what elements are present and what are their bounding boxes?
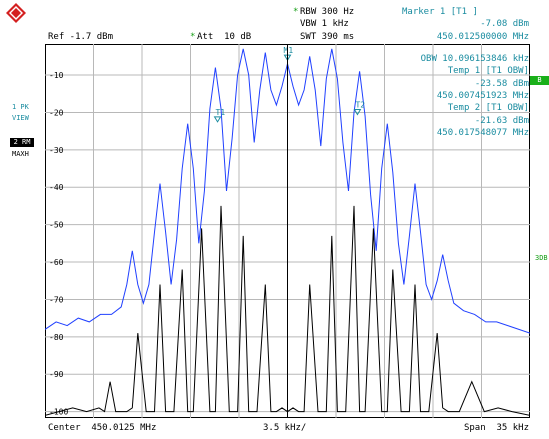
temp2-title: Temp 2 [T1 OBW]: [447, 103, 529, 113]
span-per-div: 3.5 kHz/: [263, 423, 307, 433]
marker-label: M1: [284, 46, 294, 55]
marker-t2: [353, 109, 362, 116]
trace1-view: VIEW: [12, 114, 29, 122]
temp1-freq: 450.007451923 MHz: [436, 91, 529, 101]
y-tick-label: -20: [49, 108, 64, 117]
rbw-setting: RBW 300 Hz: [300, 7, 355, 17]
marker-t1: [213, 116, 222, 123]
center-frequency: Center 450.0125 MHz: [48, 423, 157, 433]
marker-freq: 450.012500000 MHz: [436, 32, 529, 42]
y-tick-label: -90: [49, 370, 64, 379]
markers: M1 T1 T2: [213, 44, 365, 418]
obw-value: OBW 10.096153846 kHz: [420, 54, 529, 64]
trace2-mode: 2 RM: [10, 138, 34, 147]
rbw-star: *: [293, 7, 299, 17]
temp1-level: -23.58 dBm: [474, 79, 529, 89]
span: Span 35 kHz: [463, 423, 529, 433]
att-star: *: [190, 32, 196, 42]
vbw-setting: VBW 1 kHz: [300, 19, 349, 29]
y-tick-label: -10: [49, 71, 64, 80]
trace1-mode: 1 PK: [12, 103, 29, 111]
marker-label: T2: [355, 101, 365, 110]
marker-level: -7.08 dBm: [480, 19, 529, 29]
marker-title: Marker 1 [T1 ]: [402, 7, 478, 17]
temp1-title: Temp 1 [T1 OBW]: [447, 66, 529, 76]
trigger-badge: B: [530, 76, 549, 85]
bandwidth-badge: 3DB: [535, 254, 548, 262]
sweep-time: SWT 390 ms: [300, 32, 355, 42]
temp2-level: -21.63 dBm: [474, 116, 529, 126]
y-tick-label: -60: [49, 258, 64, 267]
attenuation: Att 10 dB: [197, 32, 252, 42]
y-tick-labels: -10-20-30-40-50-60-70-80-90-100: [49, 71, 68, 417]
y-tick-label: -80: [49, 333, 64, 342]
y-tick-label: -30: [49, 146, 64, 155]
temp2-freq: 450.017548077 MHz: [436, 128, 529, 138]
y-tick-label: -70: [49, 295, 64, 304]
ref-level: Ref -1.7 dBm: [48, 32, 114, 42]
marker-label: T1: [216, 108, 226, 117]
y-tick-label: -50: [49, 221, 64, 230]
rohde-schwarz-logo: [6, 3, 26, 23]
trace-2: [45, 205, 530, 416]
y-tick-label: -40: [49, 183, 64, 192]
trace2-view: MAXH: [12, 150, 29, 158]
